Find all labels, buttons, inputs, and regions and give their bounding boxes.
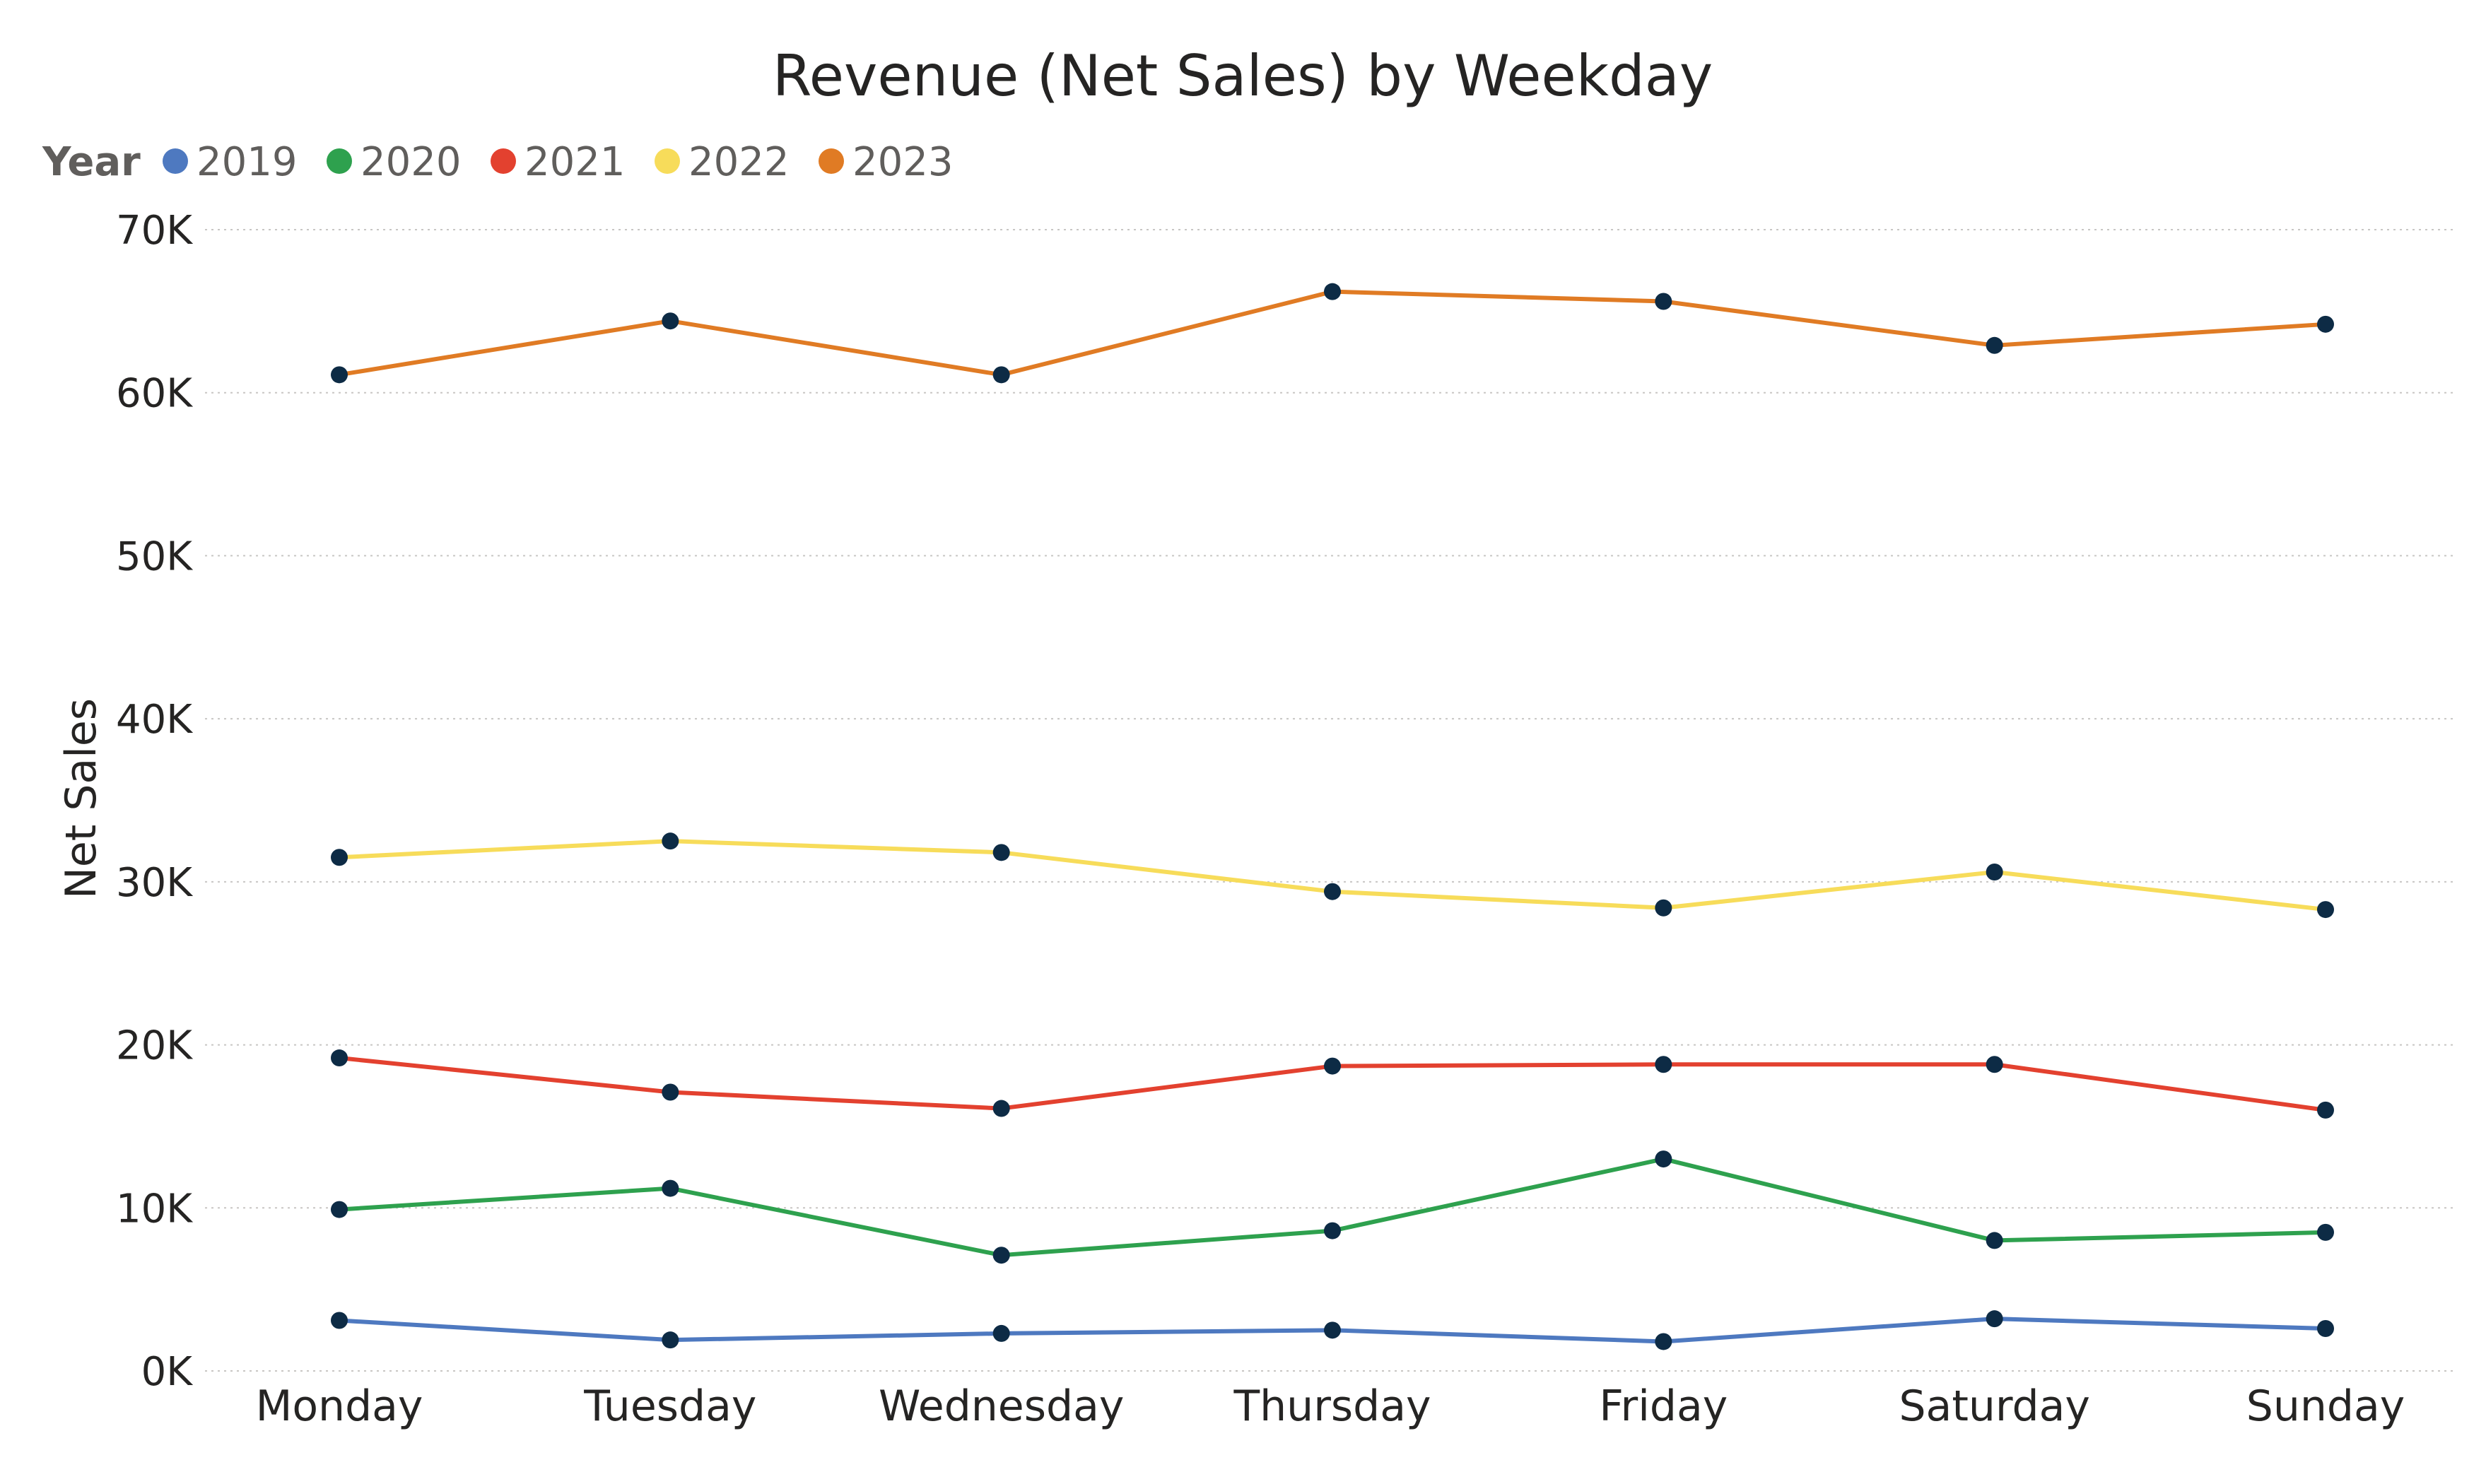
chart-title: Revenue (Net Sales) by Weekday xyxy=(773,43,1713,109)
y-tick-label: 60K xyxy=(116,371,193,417)
y-axis-label: Net Sales xyxy=(57,698,106,899)
data-point-2019-sunday[interactable] xyxy=(2317,1320,2334,1338)
data-point-2023-thursday[interactable] xyxy=(1324,283,1341,300)
y-tick-label: 70K xyxy=(116,208,193,254)
legend-swatch-2021 xyxy=(491,148,516,174)
x-tick-label: Wednesday xyxy=(879,1382,1124,1431)
data-point-2023-monday[interactable] xyxy=(331,366,348,384)
data-point-2021-saturday[interactable] xyxy=(1986,1056,2003,1073)
data-point-2020-friday[interactable] xyxy=(1655,1150,1672,1168)
data-point-2022-friday[interactable] xyxy=(1655,899,1672,917)
gridlines xyxy=(205,229,2453,1372)
data-point-2022-sunday[interactable] xyxy=(2317,901,2334,919)
series-line-2020 xyxy=(337,1157,2328,1258)
data-point-2019-wednesday[interactable] xyxy=(992,1324,1010,1342)
x-tick-label: Thursday xyxy=(1233,1382,1431,1431)
data-point-2022-monday[interactable] xyxy=(331,849,348,866)
data-point-2022-tuesday[interactable] xyxy=(662,832,679,850)
data-point-2020-monday[interactable] xyxy=(331,1201,348,1218)
data-point-2019-saturday[interactable] xyxy=(1986,1310,2003,1328)
data-point-2022-saturday[interactable] xyxy=(1986,864,2003,881)
x-tick-label: Tuesday xyxy=(583,1382,756,1431)
x-tick-label: Sunday xyxy=(2246,1382,2405,1431)
data-point-2021-thursday[interactable] xyxy=(1324,1057,1341,1075)
data-point-2023-sunday[interactable] xyxy=(2317,315,2334,333)
x-tick-label: Friday xyxy=(1599,1382,1728,1431)
y-tick-label: 30K xyxy=(116,860,193,906)
series-line-2023 xyxy=(337,289,2328,377)
data-point-2019-tuesday[interactable] xyxy=(662,1331,679,1349)
legend-label-2022[interactable]: 2022 xyxy=(688,139,790,185)
data-point-2021-tuesday[interactable] xyxy=(662,1083,679,1101)
data-point-2023-wednesday[interactable] xyxy=(992,366,1010,384)
series-lines xyxy=(337,289,2328,1344)
y-axis: 0K 10K 20K 30K 40K 50K 60K 70K xyxy=(116,208,193,1395)
data-point-2021-sunday[interactable] xyxy=(2317,1101,2334,1119)
y-tick-label: 40K xyxy=(116,697,193,743)
legend-swatch-2023 xyxy=(819,148,844,174)
data-point-2019-friday[interactable] xyxy=(1655,1333,1672,1350)
x-axis: Monday Tuesday Wednesday Thursday Friday Satu… xyxy=(256,1382,2405,1431)
y-tick-label: 10K xyxy=(116,1186,193,1232)
legend-title: Year xyxy=(42,139,141,185)
data-point-2023-tuesday[interactable] xyxy=(662,312,679,330)
data-point-2023-friday[interactable] xyxy=(1655,293,1672,310)
y-tick-label: 20K xyxy=(116,1023,193,1069)
legend-label-2021[interactable]: 2021 xyxy=(524,139,626,185)
y-tick-label: 0K xyxy=(141,1349,194,1395)
data-point-2022-thursday[interactable] xyxy=(1324,883,1341,900)
data-point-2021-friday[interactable] xyxy=(1655,1056,1672,1073)
legend-label-2019[interactable]: 2019 xyxy=(197,139,298,185)
data-point-2020-wednesday[interactable] xyxy=(992,1247,1010,1264)
series-markers xyxy=(331,283,2334,1350)
data-point-2020-tuesday[interactable] xyxy=(662,1179,679,1197)
legend-swatch-2020 xyxy=(327,148,352,174)
y-tick-label: 50K xyxy=(116,534,193,579)
x-tick-label: Saturday xyxy=(1899,1382,2089,1431)
data-point-2020-saturday[interactable] xyxy=(1986,1232,2003,1249)
legend-swatch-2019 xyxy=(163,148,188,174)
x-tick-label: Monday xyxy=(256,1382,423,1431)
data-point-2021-monday[interactable] xyxy=(331,1049,348,1067)
legend-swatch-2022 xyxy=(655,148,680,174)
data-point-2019-monday[interactable] xyxy=(331,1312,348,1329)
data-point-2020-sunday[interactable] xyxy=(2317,1223,2334,1241)
data-point-2023-saturday[interactable] xyxy=(1986,336,2003,354)
data-point-2019-thursday[interactable] xyxy=(1324,1321,1341,1339)
legend-label-2020[interactable]: 2020 xyxy=(360,139,462,185)
data-point-2021-wednesday[interactable] xyxy=(992,1100,1010,1117)
legend: Year 2019 2020 2021 2022 2023 xyxy=(42,139,954,185)
data-point-2022-wednesday[interactable] xyxy=(992,844,1010,861)
legend-label-2023[interactable]: 2023 xyxy=(852,139,954,185)
data-point-2020-thursday[interactable] xyxy=(1324,1222,1341,1239)
